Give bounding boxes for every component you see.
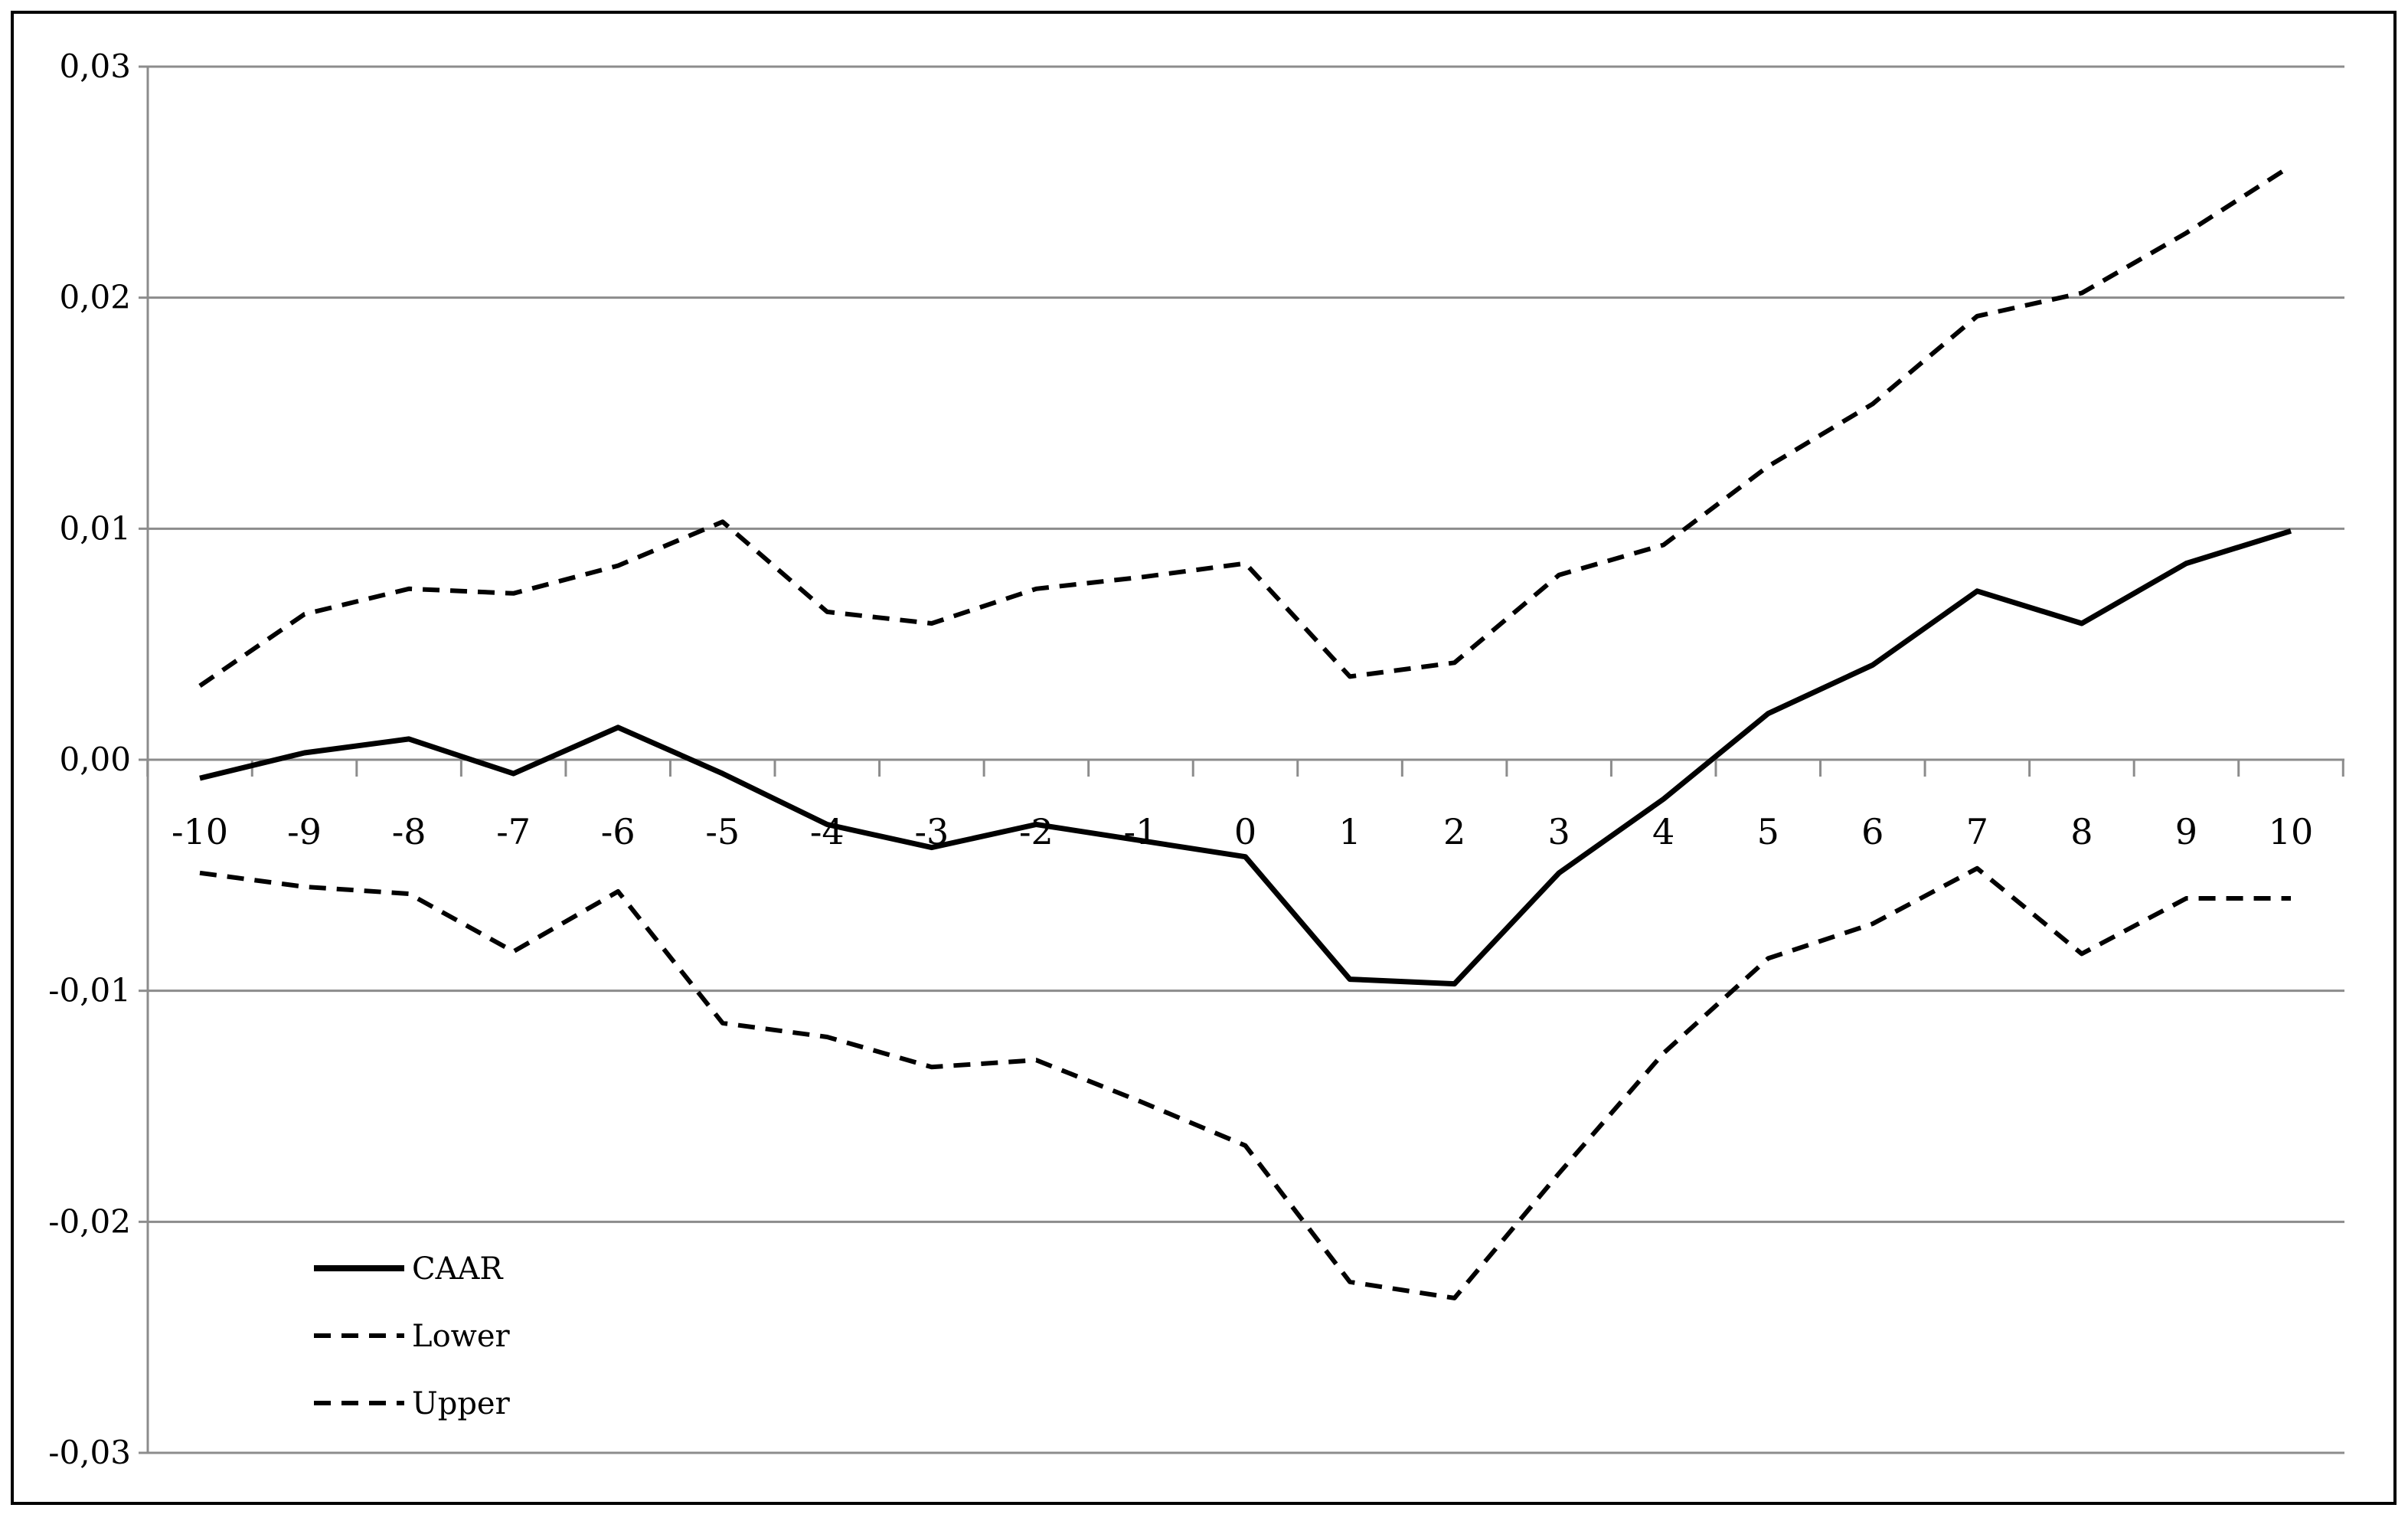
x-tick-label: -10 [172,811,228,852]
x-tick-label: 1 [1338,811,1361,852]
data-series [198,164,2292,1300]
y-tick-labels: -0,03 -0,02 -0,01 0,00 0,01 0,02 0,03 [48,47,131,1471]
y-tick-label: 0,01 [59,509,131,547]
x-tick-label: 9 [2175,811,2197,852]
y-tick-label: -0,01 [48,972,131,1009]
x-tick-label: 2 [1443,811,1465,852]
x-tick-label: -1 [1124,811,1158,852]
legend-label-upper: Upper [412,1386,511,1421]
x-tick-label: 6 [1861,811,1884,852]
x-tick-label: 5 [1757,811,1779,852]
series-line-lower [199,865,2291,1300]
x-tick-label: 0 [1234,811,1256,852]
y-tick-label: 0,00 [59,741,131,778]
series-line-caar [199,528,2292,987]
axes [146,67,2344,1453]
x-tick-label: -9 [287,811,322,852]
x-tick-label: 3 [1548,811,1570,852]
x-tick-label: -2 [1019,811,1054,852]
x-tick-label: 7 [1966,811,1988,852]
x-tick-label: 8 [2070,811,2093,852]
y-tick-label: -0,02 [48,1202,131,1240]
y-tick-label: 0,03 [59,47,131,85]
y-tick-label: 0,02 [59,279,131,316]
x-tick-label: -7 [496,811,531,852]
series-line-upper [198,164,2292,688]
x-tick-label: -6 [601,811,635,852]
x-tick-labels: -10 -9 -8 -7 -6 -5 -4 -3 -2 -1 0 1 2 3 4 5 6 7 8 9 10 [172,811,2313,852]
x-tick-label: 4 [1652,811,1674,852]
legend-label-caar: CAAR [412,1251,504,1287]
x-tick-label: -5 [705,811,740,852]
legend-label-lower: Lower [412,1319,511,1354]
x-tick-label: 10 [2269,811,2314,852]
y-tick-label: -0,03 [48,1434,131,1471]
chart-border [11,11,2397,1505]
x-tick-label: -8 [392,811,426,852]
legend: CAAR Lower Upper [314,1251,511,1421]
